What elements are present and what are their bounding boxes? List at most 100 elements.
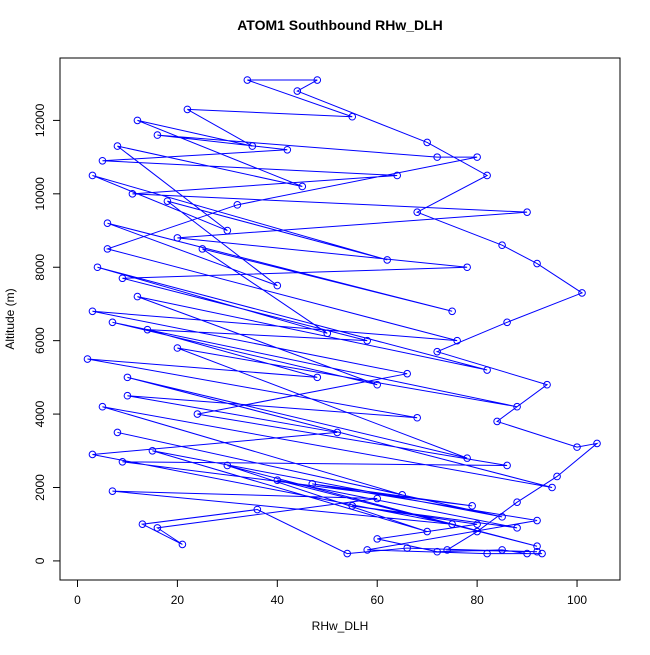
point: [463, 263, 471, 272]
y-axis-label: Altitude (m): [3, 288, 17, 349]
point: [448, 520, 456, 529]
point: [253, 505, 262, 514]
point: [453, 336, 461, 345]
point: [363, 336, 372, 345]
point: [178, 540, 187, 549]
point: [433, 347, 441, 356]
point: [373, 535, 382, 543]
point: [148, 446, 157, 455]
point: [373, 380, 382, 389]
point: [573, 443, 581, 451]
point: [113, 142, 122, 150]
point: [123, 373, 132, 382]
point: [248, 142, 257, 150]
point: [153, 131, 162, 139]
y-tick-label: 2000: [33, 474, 47, 501]
point: [293, 87, 302, 95]
point: [83, 355, 92, 363]
point: [128, 190, 137, 198]
y-tick-label: 12000: [33, 103, 47, 137]
point: [403, 544, 411, 552]
point: [413, 413, 421, 422]
point: [173, 234, 182, 242]
point: [308, 480, 317, 488]
point: [133, 116, 142, 125]
point: [363, 546, 372, 554]
point: [108, 318, 117, 327]
point: [578, 289, 586, 297]
point: [498, 546, 506, 554]
point: [183, 105, 192, 114]
point: [483, 366, 491, 374]
point: [283, 145, 292, 154]
point: [443, 546, 451, 554]
point: [513, 498, 521, 506]
point: [88, 171, 97, 180]
point: [233, 201, 242, 209]
point: [273, 476, 282, 484]
x-tick-label: 60: [371, 593, 385, 607]
point: [348, 112, 357, 121]
point: [163, 197, 172, 205]
point: [88, 450, 97, 459]
point: [523, 549, 531, 558]
point: [433, 547, 441, 556]
point: [118, 457, 127, 466]
point: [273, 281, 282, 290]
point: [433, 153, 441, 161]
point: [473, 527, 481, 536]
point: [513, 402, 521, 411]
point: [538, 549, 546, 558]
point: [593, 439, 601, 448]
y-tick-label: 10000: [33, 177, 47, 211]
point: [193, 410, 202, 418]
point: [323, 329, 332, 338]
point: [113, 428, 122, 437]
point: [298, 182, 307, 191]
point: [313, 76, 322, 84]
point: [533, 259, 541, 268]
point: [498, 513, 506, 521]
series-line: [87, 79, 599, 555]
point: [543, 380, 551, 389]
y-tick-label: 0: [33, 557, 47, 564]
point: [348, 502, 357, 510]
point: [498, 241, 506, 250]
x-tick-label: 40: [271, 593, 285, 607]
point: [483, 171, 491, 180]
point: [548, 483, 556, 492]
point: [198, 245, 207, 253]
y-tick-label: 4000: [33, 400, 47, 427]
point: [103, 245, 112, 253]
point: [503, 318, 511, 327]
point: [448, 307, 456, 316]
x-axis-label: RHw_DLH: [312, 619, 369, 633]
point: [373, 494, 382, 503]
point: [98, 402, 107, 411]
point: [123, 391, 132, 400]
point: [103, 219, 112, 227]
point: [403, 369, 411, 378]
chart-title: ATOM1 Southbound RHw_DLH: [237, 17, 443, 33]
point: [513, 524, 521, 532]
plot-frame: [59, 57, 621, 581]
point: [553, 472, 561, 481]
point: [143, 325, 152, 334]
point: [423, 138, 431, 147]
x-tick-label: 100: [567, 593, 587, 607]
point: [393, 171, 401, 180]
point: [333, 428, 342, 437]
x-tick-label: 20: [171, 593, 185, 607]
point: [118, 274, 127, 283]
point: [383, 256, 392, 264]
point: [93, 263, 102, 272]
point: [138, 520, 147, 529]
point: [468, 502, 476, 510]
point: [413, 208, 421, 216]
point: [88, 307, 97, 316]
point: [98, 156, 107, 165]
point: [483, 549, 491, 558]
point: [343, 549, 352, 558]
